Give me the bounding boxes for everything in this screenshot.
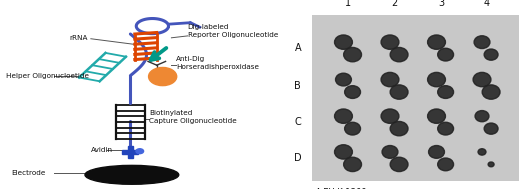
Circle shape (478, 149, 486, 155)
Text: rRNA: rRNA (69, 35, 88, 41)
Circle shape (335, 145, 352, 159)
Circle shape (488, 162, 494, 167)
Text: Anti-Dig
Horseradishperoxidase: Anti-Dig Horseradishperoxidase (176, 56, 259, 70)
Text: A: A (295, 43, 301, 53)
Circle shape (484, 49, 498, 60)
Circle shape (438, 158, 454, 171)
Text: 2: 2 (391, 0, 398, 8)
Text: Avidin: Avidin (91, 147, 113, 153)
Circle shape (428, 35, 446, 49)
Bar (312, 15, 518, 181)
Circle shape (148, 67, 177, 86)
Circle shape (473, 72, 491, 87)
Text: 3: 3 (438, 0, 444, 8)
Circle shape (382, 146, 398, 158)
Circle shape (484, 123, 498, 134)
Text: 1: 1 (345, 0, 351, 8)
Text: D: D (294, 153, 301, 163)
Circle shape (381, 72, 399, 87)
Text: Dig-labeled
Reporter Oligonucleotide: Dig-labeled Reporter Oligonucleotide (187, 24, 278, 38)
Text: B: B (295, 81, 301, 91)
Circle shape (335, 35, 352, 49)
Circle shape (390, 85, 408, 99)
Text: Biotinylated
Capture Oligonucleotide: Biotinylated Capture Oligonucleotide (149, 110, 237, 124)
Circle shape (381, 109, 399, 123)
Circle shape (438, 48, 454, 61)
FancyBboxPatch shape (122, 150, 138, 154)
Circle shape (438, 122, 454, 135)
Circle shape (428, 109, 446, 123)
Circle shape (438, 86, 454, 98)
Circle shape (429, 146, 445, 158)
Circle shape (136, 149, 144, 154)
Circle shape (390, 47, 408, 62)
Circle shape (345, 86, 361, 98)
Circle shape (390, 122, 408, 136)
Circle shape (335, 73, 352, 86)
Circle shape (474, 36, 490, 49)
Text: C: C (295, 117, 301, 127)
Circle shape (344, 157, 362, 172)
Circle shape (390, 157, 408, 172)
Ellipse shape (85, 165, 179, 184)
Text: 4: 4 (484, 0, 489, 8)
Text: A-EU K 1209: A-EU K 1209 (314, 188, 366, 189)
Circle shape (475, 111, 489, 122)
Circle shape (428, 72, 446, 87)
Circle shape (381, 35, 399, 49)
Circle shape (335, 109, 352, 123)
Circle shape (345, 122, 361, 135)
Text: Electrode: Electrode (12, 170, 46, 176)
FancyBboxPatch shape (128, 146, 133, 158)
Circle shape (344, 47, 362, 62)
Text: Helper Oligonucloetide: Helper Oligonucloetide (6, 73, 89, 79)
Circle shape (482, 85, 500, 99)
